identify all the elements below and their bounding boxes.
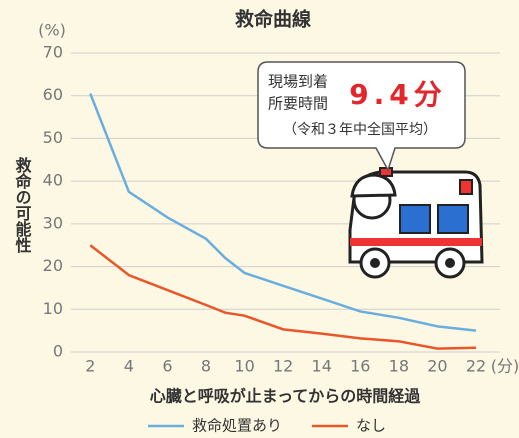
x-tick-label: 14 (312, 357, 332, 376)
x-tick-label: 10 (234, 357, 254, 376)
legend-label: なし (356, 417, 386, 435)
y-tick-label: 40 (43, 171, 63, 190)
x-axis-title: 心臓と呼吸が止まってからの時間経過 (150, 387, 422, 406)
x-tick-label: 22 (466, 357, 486, 376)
x-tick-label: 12 (273, 357, 293, 376)
y-tick-label: 10 (43, 299, 63, 318)
y-unit: (%) (38, 21, 66, 40)
x-tick-label: 4 (124, 357, 134, 376)
x-tick-label: 16 (350, 357, 370, 376)
x-unit: (分) (491, 357, 519, 376)
x-tick-label: 18 (389, 357, 409, 376)
callout-note: （令和３年中全国平均） (283, 121, 437, 138)
callout-line: 所要時間 (268, 95, 328, 113)
y-tick-label: 20 (43, 256, 63, 275)
x-tick-label: 2 (85, 357, 95, 376)
callout-line: 現場到着 (268, 73, 328, 91)
y-tick-label: 50 (43, 128, 63, 147)
legend-label: 救命処置あり (192, 417, 282, 435)
ambulance-illustration (350, 168, 482, 277)
x-tick-label: 6 (162, 357, 172, 376)
x-tick-label: 20 (427, 357, 447, 376)
callout-highlight: 9.4分 (349, 78, 447, 111)
chart-title: 救命曲線 (235, 8, 311, 31)
y-axis-title: 救命の可能性 (13, 156, 33, 254)
y-tick-label: 70 (43, 43, 63, 62)
y-tick-label: 0 (53, 342, 63, 361)
x-tick-label: 8 (201, 357, 211, 376)
y-tick-label: 30 (43, 213, 63, 232)
y-tick-label: 60 (43, 85, 63, 104)
chart: 救命曲線 (%) 救命の可能性 (分) 心臓と呼吸が止まってからの時間経過 0 1… (0, 0, 519, 438)
